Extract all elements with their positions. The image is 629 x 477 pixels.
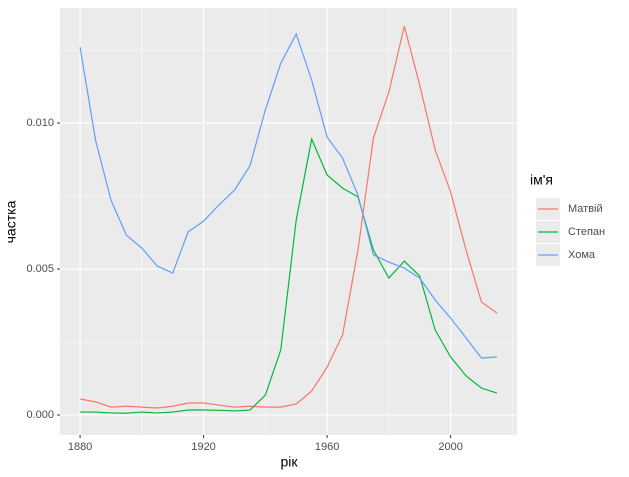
legend-label: Матвій — [568, 203, 603, 215]
legend-title: ім'я — [530, 172, 553, 188]
line — [79, 32, 497, 359]
y-tick-label: 0.000 — [26, 409, 54, 421]
legend-label: Степан — [568, 226, 605, 238]
x-axis-label: рік — [280, 454, 298, 470]
line — [80, 137, 498, 414]
panel — [60, 8, 517, 435]
y-axis-label: частка — [3, 200, 19, 243]
x-tick-label: 2000 — [438, 441, 462, 453]
line — [79, 25, 498, 409]
x-tick-label: 1880 — [68, 441, 92, 453]
legend-label: Хома — [568, 249, 596, 261]
x-tick-label: 1960 — [315, 441, 339, 453]
y-tick-label: 0.010 — [26, 117, 54, 129]
y-tick-label: 0.005 — [26, 263, 54, 275]
x-tick-label: 1920 — [191, 441, 215, 453]
